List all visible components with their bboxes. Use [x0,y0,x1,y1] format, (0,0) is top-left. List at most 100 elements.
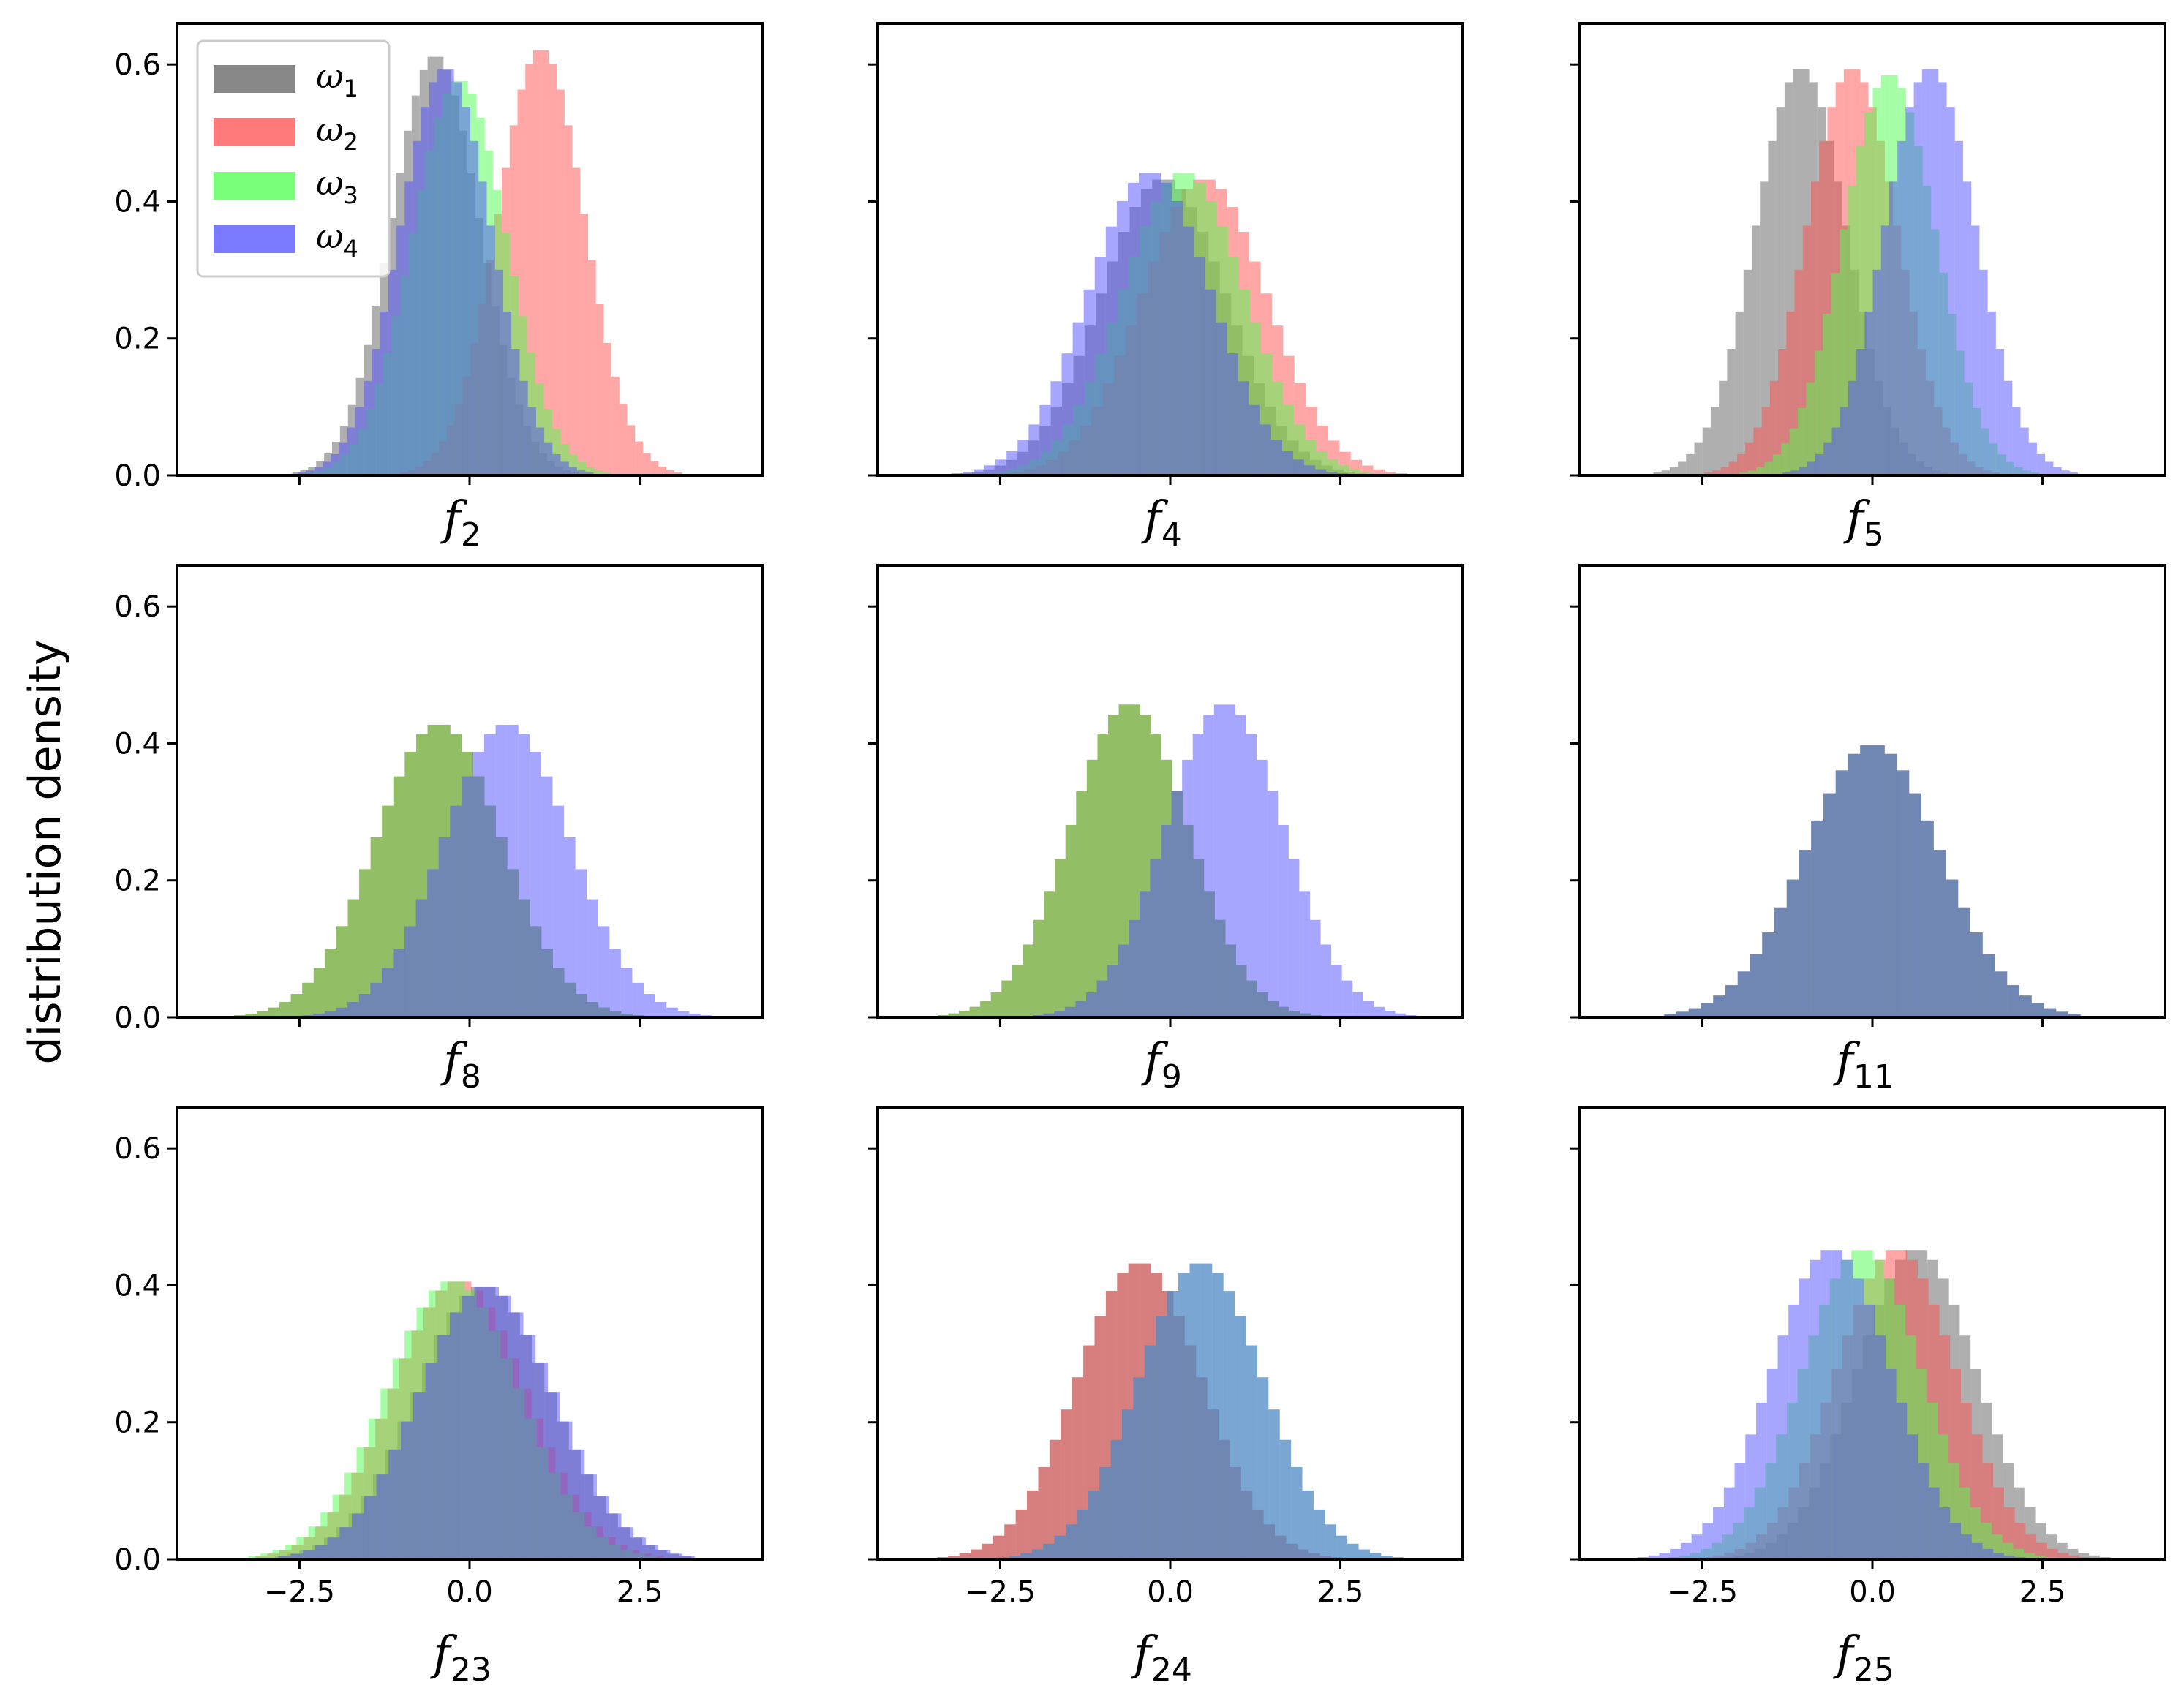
histogram-bar [635,441,643,475]
histogram-bar [437,69,446,475]
histogram-bar [1790,470,1799,475]
histogram-bar [1958,907,1970,1017]
histogram-bar [313,1014,325,1017]
histogram-bar [1031,1549,1044,1559]
histogram-bar [633,1537,646,1559]
histogram-bar [1268,1409,1280,1559]
histogram-bar [1921,820,1934,1017]
x-axis-title-subscript: 23 [451,1651,492,1689]
histogram-bar [370,837,383,1017]
x-axis-title-subscript: 4 [1161,516,1182,554]
histogram-bar [645,1545,658,1559]
histogram-bar [1012,965,1023,1017]
x-axis-title: f24 [1131,1627,1192,1689]
histogram-bar [2045,461,2054,475]
histogram-bar [576,470,586,475]
histogram-bar [1320,944,1332,1017]
histogram-bar [1987,311,1996,475]
histogram-bar [1327,459,1338,475]
histogram-bar [1118,944,1129,1017]
histogram-bar [404,926,416,1017]
histogram-bar [535,1362,548,1559]
series-4-bars [951,173,1349,476]
histogram-bar [372,349,380,475]
histogram-bar [1807,461,1816,475]
histogram-bar [1798,407,1807,475]
histogram-bar [1678,461,1687,475]
panel-24: −2.5 0.0 2.5 f24 [868,1106,1464,1689]
histogram-bar [1224,704,1235,1017]
histogram-bar [404,181,413,475]
histogram-bar [1768,140,1777,475]
histogram-bar [619,404,628,475]
histogram-bar [1872,745,1885,1017]
histogram-bar [1810,1259,1821,1559]
histogram-bar [1313,1509,1325,1559]
histogram-bar [1299,891,1310,1017]
histogram-bar [1238,381,1249,475]
histogram-bar [1848,380,1857,475]
histogram-bar [1023,944,1034,1017]
histogram-bar [1133,1377,1145,1559]
histogram-bar [1039,404,1051,475]
histogram-bar [1701,1003,1714,1017]
histogram-bar [462,107,471,475]
histogram-bar [1116,200,1128,475]
histogram-bar [1178,1273,1190,1559]
histogram-bar [1369,1553,1382,1559]
histogram-bar [1811,820,1824,1017]
histogram-bar [611,376,620,475]
histogram-bar [969,1006,981,1017]
histogram-bar [425,1362,438,1559]
histogram-bar [1831,427,1840,475]
histogram-bar [568,467,577,475]
histogram-bar [511,1312,524,1559]
histogram-bar [1049,1439,1061,1559]
histogram-bar [401,1421,413,1559]
histogram-bar [1694,442,1703,475]
panel-5: f5 [1570,22,2166,554]
panels: 0.0 0.2 0.4 0.6 f2 f4 f5 0.0 0.2 0.4 0.6 f8 f9 f11 0.0… [114,22,2166,1689]
histogram-bar [1766,1368,1778,1559]
histogram-bar [1702,427,1711,475]
histogram-bar [1823,793,1836,1017]
legend-symbol: ω [316,56,344,96]
histogram-bar [413,1392,426,1559]
histogram-bar [478,181,487,475]
histogram-bar [1939,1507,1951,1559]
legend-label-2: ω2 [316,110,358,156]
legend-subscript: 3 [344,181,358,209]
y-tick-label: 0.2 [114,1406,161,1440]
histogram-bar [1880,225,1889,475]
histogram-bar [1043,1013,1055,1017]
histogram-bar [1352,992,1363,1017]
series-4-bars [278,1286,695,1559]
histogram-bar [569,454,578,475]
histogram-bar [1192,733,1204,1017]
histogram-bar [248,1556,261,1559]
histogram-bar [1293,459,1305,475]
histogram-bar [1811,181,1820,475]
histogram-bar [1784,82,1793,475]
histogram-bar [302,982,314,1017]
histogram-bar [1054,1011,1065,1017]
histogram-bar [1691,1534,1703,1559]
histogram-bar [355,407,364,475]
histogram-bar [323,461,331,475]
histogram-bar [1077,1509,1088,1559]
histogram-bar [543,409,553,475]
histogram-bar [1105,226,1117,475]
histogram-bar [1302,1490,1314,1559]
histogram-bar [1054,1535,1066,1559]
y-tick-label: 0.0 [114,459,161,493]
histogram-bar [658,1550,671,1559]
x-axis-title-subscript: 9 [1161,1058,1182,1096]
x-tick-label: −2.5 [965,1575,1036,1609]
histogram-bar [1033,919,1044,1017]
histogram-bar [1061,353,1073,475]
histogram-bar [1291,1467,1303,1559]
y-tick-label: 0.2 [114,864,161,898]
histogram-bar [1737,453,1746,475]
histogram-bar [1710,407,1720,475]
y-tick-label: 0.4 [114,1269,161,1303]
